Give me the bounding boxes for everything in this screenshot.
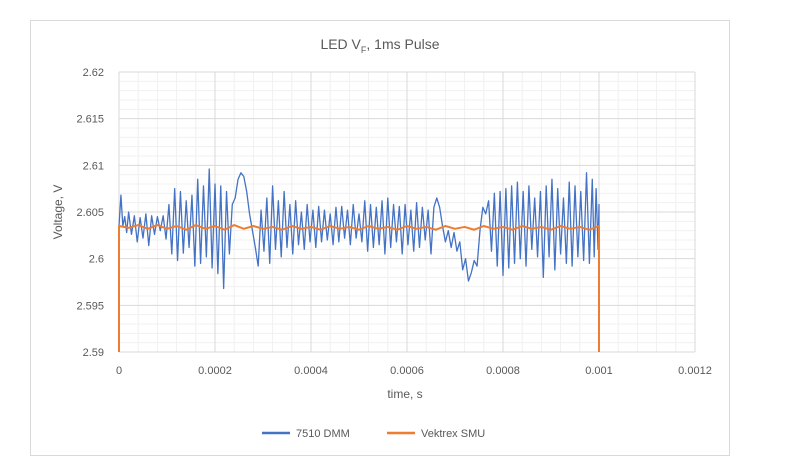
y-tick-label: 2.595 xyxy=(76,300,104,312)
series-line-vektrex-smu xyxy=(118,224,600,352)
chart-title: LED VF, 1ms Pulse xyxy=(320,36,439,55)
y-tick-label: 2.615 xyxy=(76,114,104,126)
y-tick-label: 2.62 xyxy=(83,67,104,79)
x-axis-title: time, s xyxy=(387,387,422,401)
legend-item: Vektrex SMU xyxy=(387,428,485,440)
legend-label: Vektrex SMU xyxy=(421,428,485,440)
legend: 7510 DMM Vektrex SMU xyxy=(262,428,485,440)
x-tick-labels: 0 0.0002 0.0004 0.0006 0.0008 0.001 0.0012 xyxy=(116,365,712,377)
legend-item: 7510 DMM xyxy=(262,428,350,440)
y-tick-label: 2.61 xyxy=(83,160,104,172)
x-tick-label: 0 xyxy=(116,365,122,377)
x-tick-label: 0.0002 xyxy=(198,365,232,377)
y-tick-label: 2.59 xyxy=(83,347,104,359)
y-axis-title: Voltage, V xyxy=(51,185,65,240)
x-tick-label: 0.0004 xyxy=(294,365,328,377)
x-tick-label: 0.001 xyxy=(585,365,613,377)
series-layer xyxy=(118,168,600,352)
y-tick-label: 2.605 xyxy=(76,207,104,219)
x-tick-label: 0.0012 xyxy=(678,365,712,377)
x-tick-label: 0.0006 xyxy=(390,365,424,377)
major-gridlines xyxy=(118,71,696,353)
y-tick-label: 2.6 xyxy=(89,254,104,266)
y-tick-labels: 2.59 2.595 2.6 2.605 2.61 2.615 2.62 xyxy=(76,67,104,359)
legend-label: 7510 DMM xyxy=(296,428,350,440)
x-tick-label: 0.0008 xyxy=(486,365,520,377)
series-line-7510-dmm xyxy=(118,168,600,352)
